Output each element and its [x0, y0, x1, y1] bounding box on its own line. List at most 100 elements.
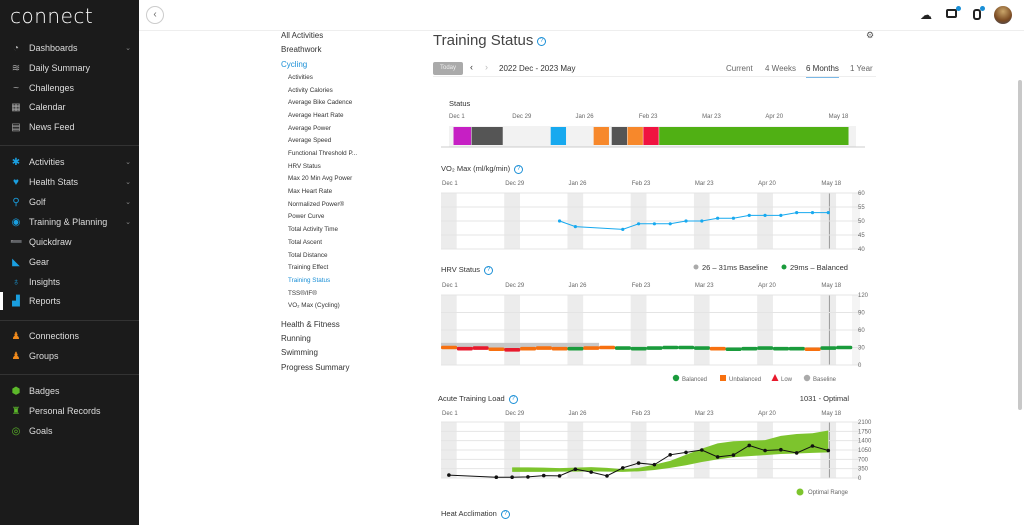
report-item[interactable]: Normalized Power®: [288, 200, 345, 208]
report-item[interactable]: Average Bike Cadence: [288, 99, 353, 107]
report-category-swimming[interactable]: Swimming: [281, 348, 318, 358]
status-segment[interactable]: [627, 127, 643, 145]
hrv-week-mark[interactable]: [757, 346, 774, 350]
status-segment[interactable]: [471, 127, 503, 145]
help-icon[interactable]: ?: [537, 36, 547, 46]
report-item[interactable]: Average Heart Rate: [288, 112, 344, 120]
training-load-point[interactable]: [589, 470, 593, 474]
vo2-point[interactable]: [636, 222, 641, 226]
hrv-week-mark[interactable]: [614, 346, 631, 350]
hrv-week-mark[interactable]: [567, 346, 584, 351]
report-category-cycling[interactable]: Cycling: [281, 59, 308, 69]
hrv-week-mark[interactable]: [535, 346, 552, 350]
vo2-point[interactable]: [652, 222, 657, 226]
sidebar-item-dashboards[interactable]: ◔ Dashboards ⌄: [0, 39, 139, 57]
sidebar-item-connections[interactable]: ♟ Connections: [0, 327, 139, 345]
status-segment[interactable]: [643, 127, 659, 145]
training-load-point[interactable]: [810, 444, 815, 448]
hrv-week-mark[interactable]: [788, 346, 805, 351]
report-category-all-activities[interactable]: All Activities: [281, 31, 324, 40]
hrv-week-mark[interactable]: [693, 346, 711, 350]
report-item[interactable]: Total Distance: [288, 251, 328, 259]
vo2-point[interactable]: [716, 216, 720, 220]
hrv-week-mark[interactable]: [678, 345, 695, 350]
status-segment[interactable]: [453, 127, 472, 145]
vo2-point[interactable]: [700, 219, 704, 223]
hrv-week-mark[interactable]: [725, 347, 742, 352]
hrv-week-mark[interactable]: [741, 346, 758, 351]
training-load-point[interactable]: [526, 475, 530, 479]
vo2-point[interactable]: [668, 222, 672, 226]
vo2-point[interactable]: [763, 213, 767, 217]
training-load-point[interactable]: [652, 462, 657, 467]
sidebar-item-news-feed[interactable]: ▤ News Feed: [0, 118, 139, 136]
training-load-point[interactable]: [573, 467, 578, 472]
help-icon[interactable]: ?: [500, 509, 510, 519]
sidebar-item-gear[interactable]: ◣ Gear: [0, 253, 139, 271]
previous-range-button[interactable]: ‹: [470, 62, 473, 72]
report-item[interactable]: Power Curve: [288, 213, 325, 221]
hrv-week-mark[interactable]: [709, 346, 726, 351]
sidebar-item-training-planning[interactable]: ◉ Training & Planning ⌄: [0, 213, 139, 231]
sidebar-item-daily-summary[interactable]: ≋ Daily Summary: [0, 59, 139, 77]
report-item[interactable]: Total Activity Time: [288, 226, 339, 234]
report-item[interactable]: Average Speed: [288, 137, 332, 145]
vo2-point[interactable]: [747, 213, 751, 217]
vo2-point[interactable]: [810, 211, 815, 215]
hrv-week-mark[interactable]: [583, 346, 600, 350]
sidebar-item-challenges[interactable]: ~ Challenges: [0, 79, 139, 97]
report-item[interactable]: Total Ascent: [288, 238, 322, 246]
sidebar-item-personal-records[interactable]: ♜ Personal Records: [0, 402, 139, 420]
chevron-down-icon[interactable]: ⌄: [125, 159, 131, 166]
hrv-week-mark[interactable]: [441, 345, 458, 350]
hrv-week-mark[interactable]: [804, 347, 821, 352]
sidebar-item-badges[interactable]: ⬢ Badges: [0, 382, 139, 400]
tab-1-year[interactable]: 1 Year: [850, 64, 873, 73]
tab-current[interactable]: Current: [726, 64, 753, 73]
vo2-point[interactable]: [826, 211, 830, 215]
chevron-down-icon[interactable]: ⌄: [125, 45, 131, 52]
device-watch-icon[interactable]: [973, 9, 981, 20]
hrv-week-mark[interactable]: [520, 346, 537, 351]
hrv-week-mark[interactable]: [630, 346, 647, 351]
training-load-point[interactable]: [668, 453, 673, 457]
collapse-sidebar-button[interactable]: ‹: [146, 6, 164, 24]
report-item[interactable]: Max Heart Rate: [288, 188, 333, 196]
sidebar-item-quickdraw[interactable]: ➖ Quickdraw: [0, 233, 139, 251]
report-category-progress-summary[interactable]: Progress Summary: [281, 362, 350, 372]
help-icon[interactable]: ?: [514, 164, 524, 174]
tab-6-months[interactable]: 6 Months: [806, 64, 839, 78]
hrv-week-mark[interactable]: [599, 345, 616, 350]
training-load-point[interactable]: [826, 448, 831, 453]
training-load-point[interactable]: [605, 474, 609, 478]
vo2-point[interactable]: [573, 225, 577, 229]
report-category-health-fitness[interactable]: Health & Fitness: [281, 320, 340, 329]
next-range-button[interactable]: ›: [485, 62, 488, 72]
hrv-week-mark[interactable]: [472, 346, 489, 350]
sidebar-item-health-stats[interactable]: ♥ Health Stats ⌄: [0, 173, 139, 191]
avatar[interactable]: [994, 6, 1012, 24]
vo2-point[interactable]: [795, 211, 799, 215]
report-item[interactable]: TSS®/IF®: [288, 289, 317, 297]
training-load-point[interactable]: [447, 473, 451, 477]
training-load-point[interactable]: [510, 475, 514, 480]
training-load-point[interactable]: [731, 453, 736, 457]
inbox-icon[interactable]: [946, 9, 957, 18]
scrollbar[interactable]: [1018, 80, 1022, 410]
today-button[interactable]: Today: [433, 62, 463, 75]
training-load-point[interactable]: [715, 455, 720, 459]
report-item[interactable]: Activity Calories: [288, 86, 333, 94]
hrv-week-mark[interactable]: [820, 346, 837, 350]
sidebar-item-activities[interactable]: ✱ Activities ⌄: [0, 153, 139, 171]
hrv-week-mark[interactable]: [504, 348, 521, 352]
report-item[interactable]: Training Status: [288, 276, 331, 284]
training-load-point[interactable]: [794, 451, 799, 455]
hrv-week-mark[interactable]: [772, 346, 790, 351]
training-load-point[interactable]: [636, 461, 641, 465]
sidebar-item-insights[interactable]: ♁ Insights: [0, 273, 139, 291]
report-item[interactable]: Max 20 Min Avg Power: [288, 175, 353, 183]
report-category-running[interactable]: Running: [281, 334, 311, 344]
help-icon[interactable]: ?: [508, 394, 518, 404]
status-segment[interactable]: [659, 127, 849, 145]
vo2-point[interactable]: [779, 213, 783, 217]
